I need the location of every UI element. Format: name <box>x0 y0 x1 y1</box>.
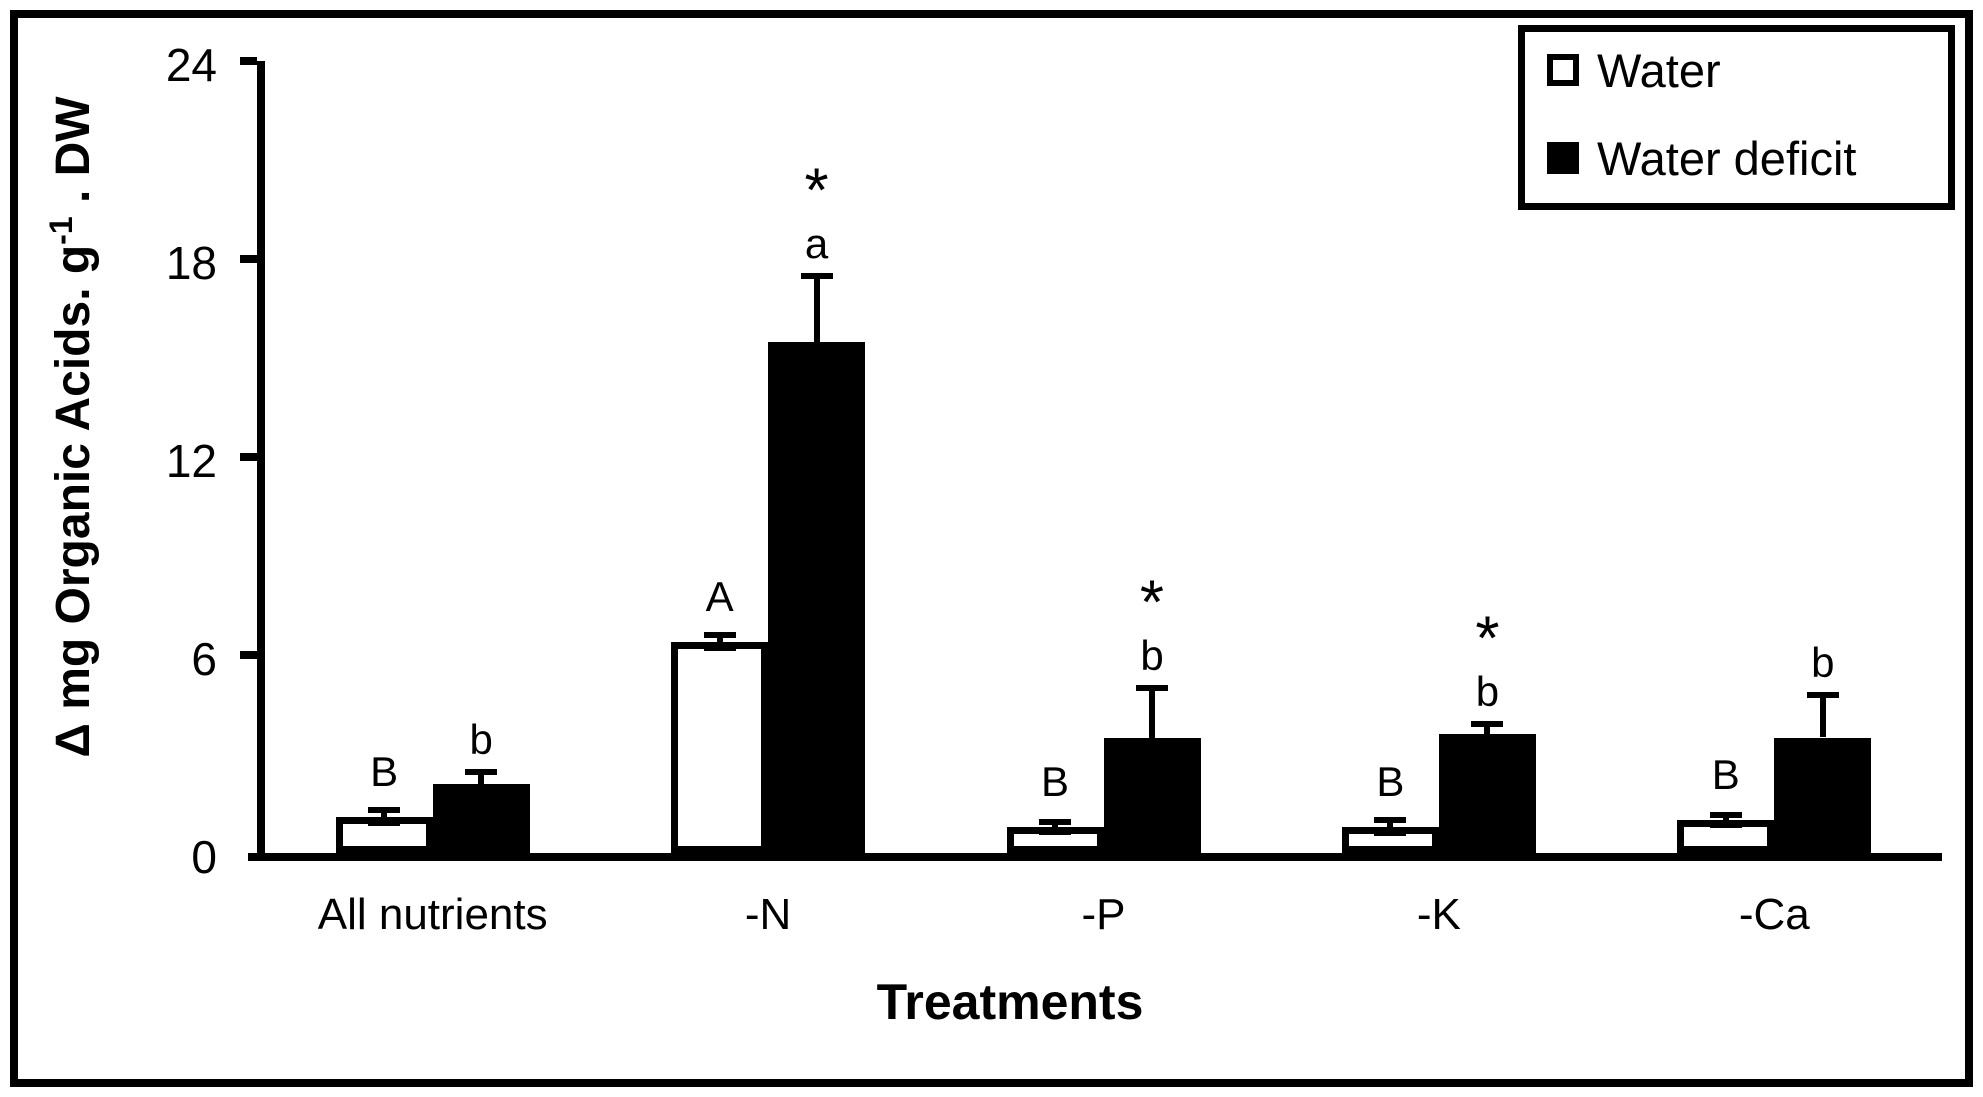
legend-swatch-water-icon <box>1547 54 1579 86</box>
y-axis-title-text: Δ mg Organic Acids. g <box>47 244 100 758</box>
y-tick-label: 0 <box>191 831 217 883</box>
error-bar-water-p <box>1052 821 1058 832</box>
error-bar-cap <box>465 769 498 776</box>
legend-swatch-water-deficit-icon <box>1547 142 1579 174</box>
significance-letter-water-n: A <box>705 572 734 620</box>
error-bar-cap <box>1471 721 1504 728</box>
error-bar-cap <box>368 807 401 814</box>
significance-letter-water-deficit-all-nutrients: b <box>469 716 493 764</box>
y-axis-line <box>257 61 265 861</box>
error-bar-cap <box>1136 685 1168 691</box>
bar-water-deficit-k <box>1438 734 1536 853</box>
bar-water-deficit-n <box>768 341 866 853</box>
legend-entry-water-deficit: Water deficit <box>1547 126 1948 190</box>
y-tick <box>240 255 257 263</box>
bar-water-deficit-ca <box>1774 737 1872 853</box>
y-axis-title-suffix: . DW <box>47 96 100 217</box>
error-bar-water-deficit-n <box>813 275 820 342</box>
significance-letter-water-deficit-k: b <box>1475 668 1500 716</box>
significance-letter-water-deficit-p: b <box>1140 632 1164 679</box>
significance-asterisk-k: * <box>1475 604 1500 674</box>
category-label-ca: -Ca <box>1738 890 1810 939</box>
y-tick-label: 6 <box>191 633 217 685</box>
significance-letter-water-deficit-n: a <box>804 219 829 267</box>
y-tick <box>240 57 257 65</box>
legend-label-water: Water <box>1597 43 1721 97</box>
error-bar-water-deficit-ca <box>1819 694 1826 738</box>
y-tick-label: 24 <box>165 39 217 91</box>
legend-entry-water: Water <box>1547 38 1948 102</box>
significance-letter-water-k: B <box>1376 757 1405 805</box>
y-tick <box>240 453 257 461</box>
error-bar-cap <box>1374 817 1407 823</box>
legend-label-water-deficit: Water deficit <box>1597 131 1857 185</box>
category-label-n: -N <box>744 890 792 939</box>
error-bar-cap <box>1039 818 1071 825</box>
error-bar-cap <box>368 820 401 827</box>
category-label-p: -P <box>1081 890 1126 939</box>
error-bar-cap <box>1709 812 1742 819</box>
significance-asterisk-p: * <box>1139 568 1165 638</box>
error-bar-cap <box>703 645 736 652</box>
legend: Water Water deficit <box>1518 25 1955 210</box>
y-axis-title-superscript: -1 <box>43 216 79 245</box>
significance-letter-water-ca: B <box>1711 751 1740 798</box>
category-label-k: -K <box>1416 890 1461 939</box>
error-bar-water-deficit-k <box>1484 724 1491 735</box>
category-label-all-nutrients: All nutrients <box>317 890 548 939</box>
error-bar-cap <box>1039 828 1071 835</box>
error-bar-water-all-nutrients <box>381 810 388 824</box>
significance-asterisk-n: * <box>804 156 829 225</box>
error-bar-water-deficit-p <box>1149 688 1155 738</box>
x-axis-title: Treatments <box>876 974 1144 1030</box>
error-bar-cap <box>703 632 736 639</box>
error-bar-cap <box>1709 821 1742 828</box>
bar-water-n <box>671 641 769 853</box>
error-bar-water-k <box>1387 820 1394 834</box>
significance-letter-water-p: B <box>1040 757 1070 805</box>
error-bar-water-ca <box>1722 815 1729 825</box>
y-tick-label: 18 <box>165 237 217 289</box>
y-tick-label: 12 <box>165 435 217 487</box>
significance-letter-water-all-nutrients: B <box>370 747 399 795</box>
bar-water-deficit-all-nutrients <box>432 783 530 853</box>
error-bar-water-deficit-all-nutrients <box>478 772 485 784</box>
error-bar-cap <box>800 272 833 279</box>
y-tick <box>240 651 257 659</box>
x-axis-line <box>248 853 1942 861</box>
y-axis-title: Δ mg Organic Acids. g-1 . DW <box>43 96 101 757</box>
error-bar-water-n <box>716 635 723 649</box>
error-bar-cap <box>1806 691 1839 698</box>
error-bar-cap <box>1374 830 1407 837</box>
significance-letter-water-deficit-ca: b <box>1811 638 1835 686</box>
bar-water-deficit-p <box>1103 737 1201 853</box>
